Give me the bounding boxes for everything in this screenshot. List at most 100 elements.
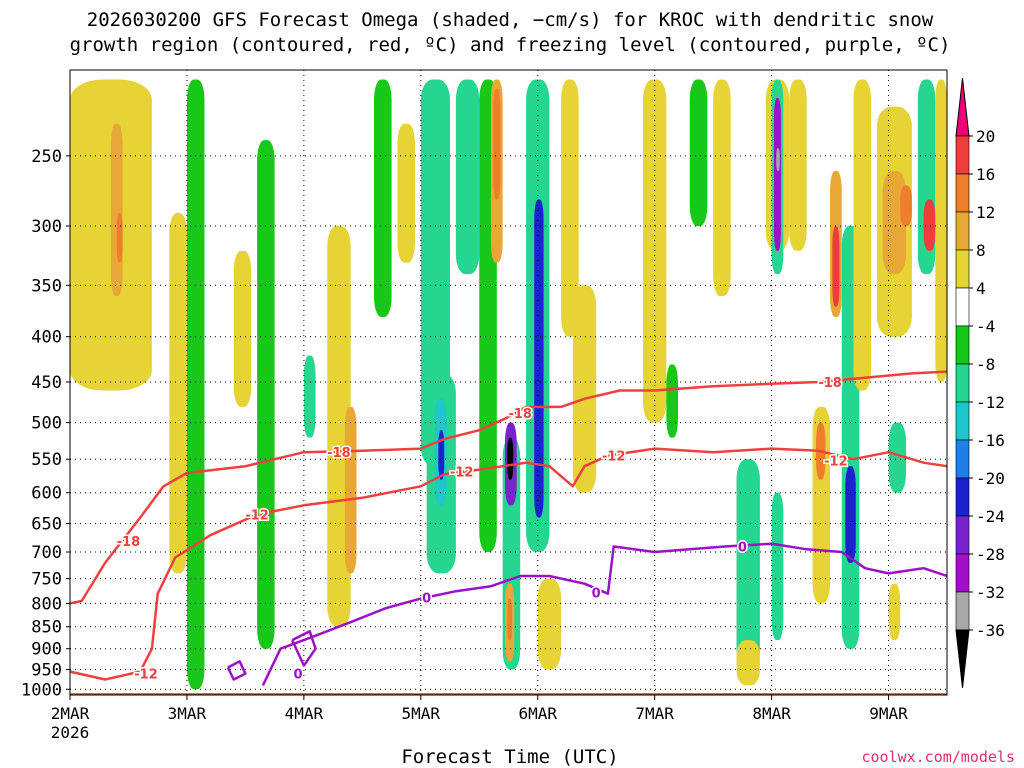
- y-tick-label-250: 250: [31, 147, 62, 167]
- chart-title-line2: growth region (contoured, red, ºC) and f…: [70, 34, 951, 56]
- contour-label--12C-1: -12: [245, 509, 269, 524]
- contour-label--18C-2: -18: [508, 407, 532, 422]
- x-tick-label-8MAR: 8MAR: [752, 704, 791, 723]
- omega-shade-region-11: [397, 123, 415, 263]
- y-tick-label-900: 900: [31, 640, 62, 660]
- omega-shade-region-22: [507, 437, 514, 480]
- colorbar-swatch-1: [955, 135, 970, 175]
- omega-shade-region-12: [420, 79, 451, 467]
- omega-shade-region-6: [257, 140, 275, 649]
- x-tick-label-4MAR: 4MAR: [285, 704, 324, 723]
- contour-line--18C: [69, 370, 948, 605]
- colorbar-label-4: 4: [976, 279, 986, 298]
- omega-shade-region-47: [845, 466, 856, 563]
- colorbar-label--16: -16: [976, 431, 1005, 450]
- x-tick-label-3MAR: 3MAR: [168, 704, 207, 723]
- credit-text: coolwx.com/models: [861, 748, 1015, 766]
- y-tick-label-1000: 1000: [21, 680, 62, 700]
- contour-label-0C-3: 0: [293, 668, 302, 683]
- omega-shade-region-41: [789, 79, 807, 251]
- omega-shade-region-40: [771, 492, 784, 641]
- contour-label--18C-1: -18: [327, 446, 351, 461]
- omega-shade-region-4: [186, 79, 205, 690]
- y-tick-label-550: 550: [31, 450, 62, 470]
- y-tick-label-800: 800: [31, 594, 62, 614]
- omega-shade-region-16: [455, 79, 480, 275]
- omega-shade-region-51: [900, 185, 912, 227]
- omega-shade-region-35: [736, 640, 760, 686]
- omega-shade-region-45: [832, 226, 840, 307]
- y-tick-label-650: 650: [31, 515, 62, 535]
- omega-shade-region-32: [689, 79, 708, 227]
- contour-label--12C-4: -12: [824, 455, 848, 470]
- colorbar-swatch-11: [955, 515, 970, 555]
- contour-line-0C-blob2: [291, 629, 317, 667]
- omega-shade-region-2: [116, 212, 123, 263]
- x-tick-label-5MAR: 5MAR: [402, 704, 441, 723]
- x-tick-label-9MAR: 9MAR: [869, 704, 908, 723]
- omega-shade-region-55: [888, 583, 901, 641]
- omega-shade-region-24: [507, 598, 513, 641]
- contour-label--12C-2: -12: [450, 466, 474, 481]
- y-tick-label-500: 500: [31, 414, 62, 434]
- omega-shade-region-3: [169, 212, 187, 574]
- y-axis-ticks: 2503003504004505005506006507007508008509…: [21, 147, 70, 700]
- chart-title-line1: 2026030200 GFS Forecast Omega (shaded, −…: [87, 9, 934, 31]
- y-tick-label-400: 400: [31, 328, 62, 348]
- contour-label-0C-2: 0: [738, 540, 747, 555]
- colorbar-label--20: -20: [976, 469, 1005, 488]
- contour-line-0C: [261, 542, 948, 686]
- colorbar-label-8: 8: [976, 241, 986, 260]
- colorbar-bottom-arrow: [955, 629, 970, 689]
- colorbar: 20 16 12 8 4 -4 -8 -12 -16 -20 -24 -28 -32 -36: [955, 77, 1005, 689]
- terrain-ground-strip: [70, 693, 947, 695]
- contour-line--12C: [69, 447, 948, 681]
- colorbar-swatch-3: [955, 211, 970, 251]
- omega-shade-region-9: [344, 406, 357, 574]
- omega-shade-region-15: [438, 430, 445, 480]
- contour-label-0C-1: 0: [592, 587, 601, 602]
- colorbar-label--24: -24: [976, 507, 1005, 526]
- colorbar-swatch-5: [955, 287, 970, 327]
- omega-shade-region-50: [882, 170, 907, 275]
- contour-label--12C-0: -12: [134, 668, 158, 683]
- colorbar-swatch-13: [955, 591, 970, 631]
- colorbar-label--36: -36: [976, 621, 1005, 640]
- omega-shade-region-19: [493, 88, 501, 200]
- omega-shade-region-1: [110, 123, 123, 297]
- omega-shade-region-31: [666, 364, 679, 438]
- colorbar-label-12: 12: [976, 203, 995, 222]
- colorbar-label--32: -32: [976, 583, 1005, 602]
- contour-label--18C-3: -18: [818, 376, 842, 391]
- omega-shade-region-28: [561, 79, 579, 337]
- omega-shade-region-27: [537, 578, 562, 670]
- colorbar-label-16: 16: [976, 165, 995, 184]
- omega-shade-region-54: [888, 422, 907, 493]
- y-tick-label-950: 950: [31, 661, 62, 681]
- omega-shade-region-39: [776, 148, 780, 171]
- colorbar-label--12: -12: [976, 393, 1005, 412]
- x-tick-label-2MAR: 2MAR: [51, 704, 90, 723]
- contour-label--18C-0: -18: [117, 535, 141, 550]
- contour-line-0C-blob: [226, 660, 247, 681]
- omega-shade-region-56: [935, 79, 947, 383]
- colorbar-top-arrow: [955, 77, 970, 137]
- colorbar-swatch-10: [955, 477, 970, 517]
- omega-shade-region-53: [923, 199, 936, 251]
- colorbar-label--28: -28: [976, 545, 1005, 564]
- omega-shade-region-7: [303, 355, 316, 438]
- colorbar-swatch-12: [955, 553, 970, 593]
- omega-shade-region-10: [374, 79, 392, 317]
- y-tick-label-850: 850: [31, 618, 62, 638]
- colorbar-swatch-9: [955, 439, 970, 479]
- y-tick-label-350: 350: [31, 276, 62, 296]
- y-tick-label-600: 600: [31, 484, 62, 504]
- colorbar-swatch-8: [955, 401, 970, 441]
- contour-layer: -18 -18 -18 -18 -12 -12 -12 -12 -12 0 0 0 0: [69, 370, 948, 686]
- y-tick-label-700: 700: [31, 543, 62, 563]
- x-axis-ticks: 2MAR 3MAR 4MAR 5MAR 6MAR 7MAR 8MAR 9MAR: [51, 695, 908, 723]
- x-tick-label-6MAR: 6MAR: [518, 704, 557, 723]
- contour-label--12C-3: -12: [602, 450, 626, 465]
- contour-label-0C-0: 0: [422, 592, 431, 607]
